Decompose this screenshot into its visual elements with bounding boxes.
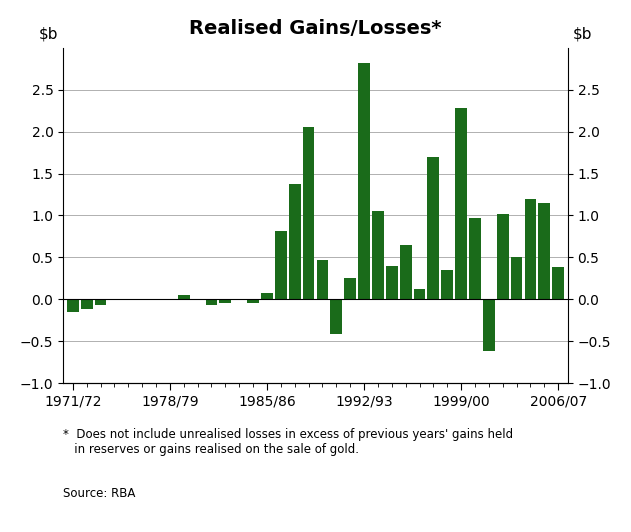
Bar — [455, 108, 467, 299]
Bar — [331, 299, 342, 335]
Bar — [358, 63, 370, 299]
Bar — [400, 245, 411, 299]
Bar — [81, 299, 93, 309]
Text: $b: $b — [38, 26, 58, 41]
Bar — [386, 265, 398, 299]
Bar — [317, 260, 328, 299]
Bar — [247, 299, 259, 303]
Bar — [303, 128, 314, 299]
Bar — [483, 299, 495, 351]
Bar — [95, 299, 107, 305]
Bar — [206, 299, 218, 305]
Bar — [510, 257, 522, 299]
Bar — [441, 270, 453, 299]
Bar — [289, 184, 300, 299]
Text: *  Does not include unrealised losses in excess of previous years' gains held
  : * Does not include unrealised losses in … — [63, 428, 513, 456]
Text: $b: $b — [573, 26, 593, 41]
Bar — [178, 295, 190, 299]
Bar — [497, 214, 509, 299]
Title: Realised Gains/Losses*: Realised Gains/Losses* — [189, 19, 442, 38]
Bar — [220, 299, 231, 303]
Bar — [469, 218, 481, 299]
Bar — [345, 278, 356, 299]
Bar — [261, 293, 273, 299]
Bar — [427, 157, 439, 299]
Bar — [275, 230, 286, 299]
Bar — [538, 203, 550, 299]
Bar — [413, 289, 425, 299]
Bar — [552, 268, 564, 299]
Bar — [372, 211, 384, 299]
Bar — [524, 199, 536, 299]
Bar — [67, 299, 79, 312]
Text: Source: RBA: Source: RBA — [63, 487, 136, 500]
